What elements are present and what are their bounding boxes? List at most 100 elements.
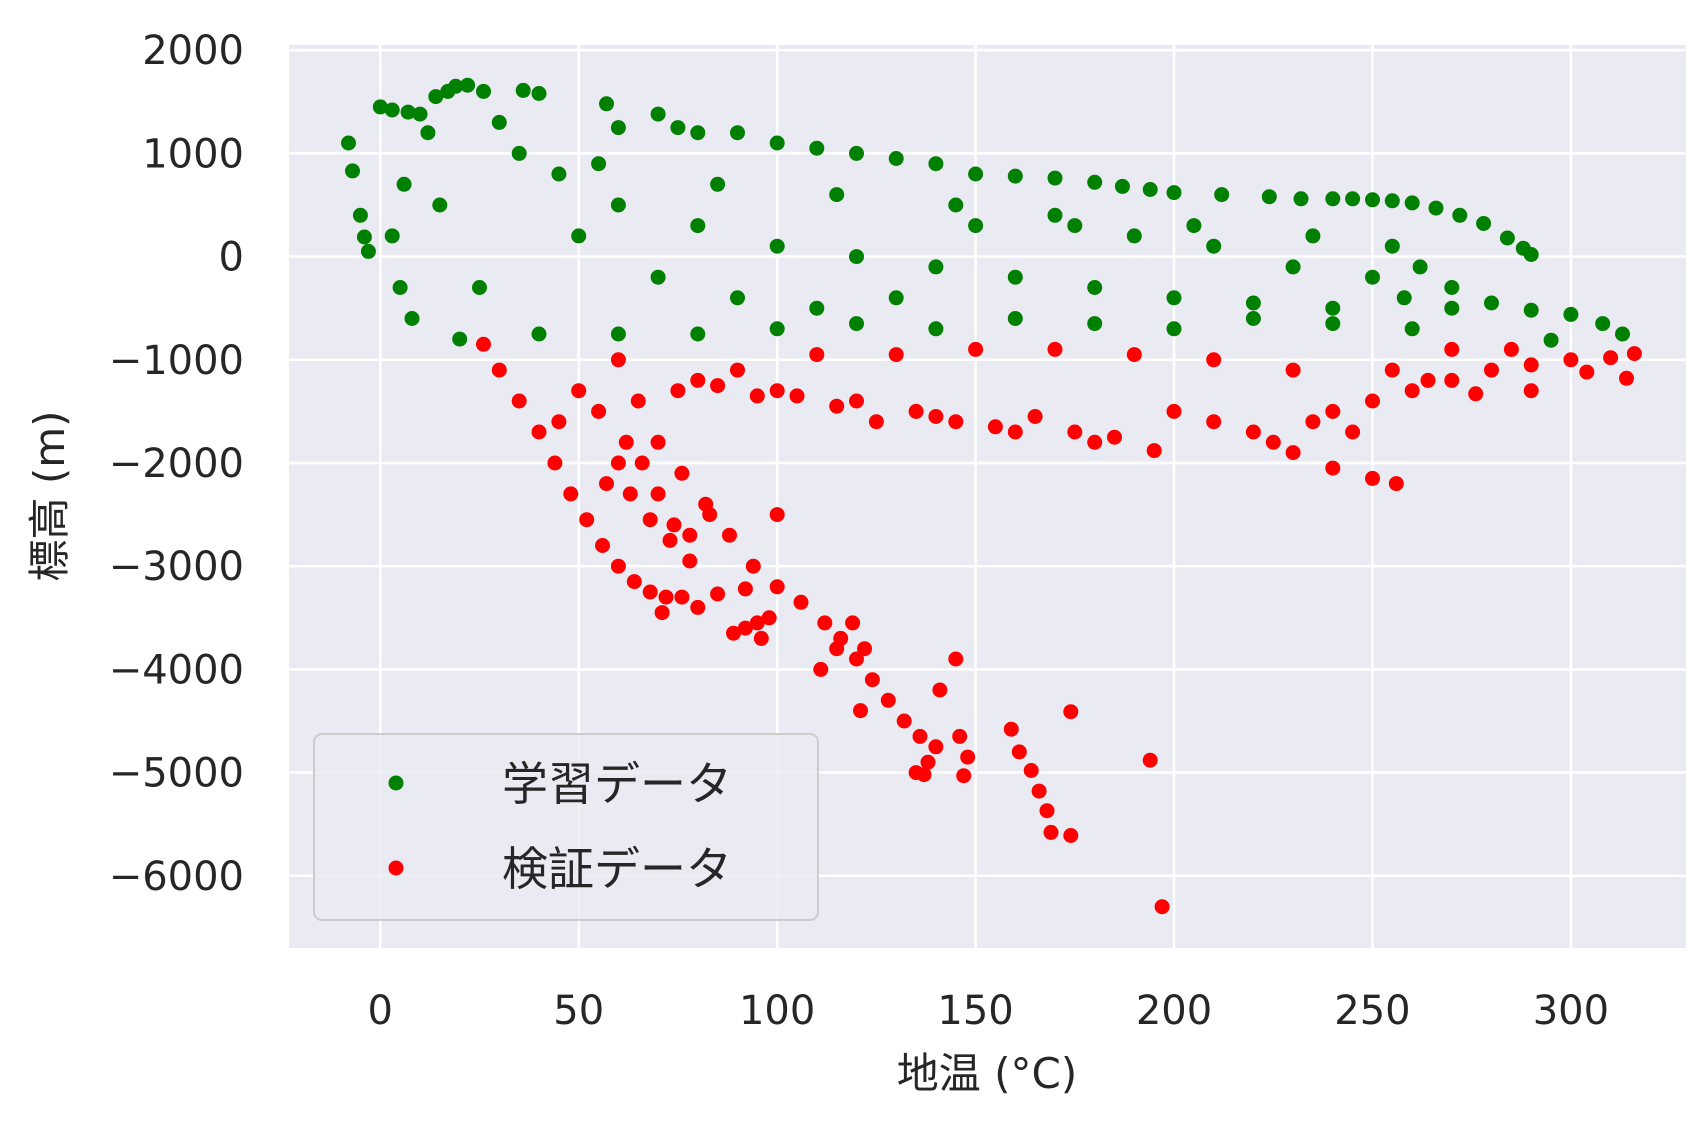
scatter-point (650, 486, 666, 502)
scatter-point (956, 768, 972, 784)
scatter-point (932, 682, 948, 698)
scatter-point (404, 311, 420, 326)
scatter-point (476, 83, 491, 99)
scatter-point (670, 383, 686, 399)
scatter-point (1404, 195, 1420, 211)
scatter-point (1404, 383, 1420, 399)
scatter-point (1154, 899, 1170, 915)
scatter-point (849, 393, 864, 409)
scatter-point (916, 767, 932, 783)
scatter-point (737, 620, 753, 636)
scatter-point (384, 228, 400, 244)
scatter-point (610, 455, 626, 471)
scatter-point (968, 341, 984, 357)
scatter-point (1384, 362, 1400, 378)
scatter-point (1523, 383, 1539, 399)
scatter-point (1214, 187, 1230, 203)
scatter-point (769, 579, 785, 595)
scatter-point (1444, 341, 1460, 357)
scatter-point (845, 615, 861, 631)
scatter-point (1325, 316, 1341, 332)
scatter-point (642, 512, 658, 528)
scatter-point (710, 176, 726, 192)
scatter-point (428, 89, 444, 105)
scatter-point (1476, 216, 1492, 231)
scatter-point (1345, 424, 1361, 440)
scatter-point (610, 352, 626, 368)
scatter-point (1523, 302, 1539, 318)
scatter-point (654, 605, 670, 621)
scatter-point (690, 218, 706, 234)
scatter-point (591, 403, 607, 419)
scatter-point (662, 532, 678, 548)
scatter-point (1543, 332, 1559, 348)
scatter-point (1245, 295, 1261, 311)
scatter-point (1420, 372, 1436, 388)
scatter-point (1107, 429, 1122, 445)
scatter-point (1087, 316, 1103, 332)
scatter-point (928, 259, 944, 275)
scatter-point (690, 372, 706, 388)
scatter-point (749, 388, 765, 404)
scatter-point (769, 238, 785, 254)
scatter-point (829, 641, 845, 657)
scatter-point (1063, 704, 1079, 720)
scatter-point (690, 125, 706, 141)
scatter-point (1305, 414, 1321, 430)
scatter-point (1412, 259, 1428, 275)
scatter-point (1245, 424, 1261, 440)
scatter-point (987, 419, 1003, 435)
scatter-point (432, 197, 448, 213)
y-tick-label: −1000 (109, 338, 244, 384)
scatter-point (551, 414, 567, 430)
scatter-point (920, 754, 936, 770)
scatter-point (511, 393, 527, 409)
scatter-point (372, 99, 388, 115)
scatter-point (400, 104, 416, 120)
scatter-point (928, 156, 944, 172)
scatter-point (1027, 409, 1043, 424)
scatter-point (789, 388, 805, 404)
scatter-point (1563, 352, 1579, 368)
scatter-point (1043, 824, 1059, 840)
scatter-point (591, 156, 607, 172)
scatter-point (1365, 269, 1380, 285)
scatter-point (868, 414, 884, 430)
scatter-point (730, 362, 745, 378)
scatter-point (1595, 316, 1611, 332)
scatter-point (1126, 228, 1142, 244)
scatter-point (1063, 828, 1079, 843)
scatter-point (817, 615, 833, 631)
scatter-point (912, 728, 928, 744)
scatter-point (531, 326, 547, 342)
scatter-point (1619, 370, 1634, 386)
y-tick-label: −2000 (109, 441, 244, 487)
scatter-point (857, 641, 872, 657)
scatter-point (849, 651, 864, 667)
scatter-point (880, 692, 896, 708)
scatter-point (1047, 341, 1063, 357)
scatter-point (745, 558, 761, 574)
scatter-point (622, 486, 638, 502)
y-tick-labels: 2000 1000 0 −1000 −2000 −3000 −4000 −5000 −6000 (109, 28, 244, 900)
scatter-point (769, 135, 785, 151)
scatter-point (1166, 321, 1182, 337)
scatter-point (702, 507, 718, 523)
scatter-point (515, 82, 531, 98)
scatter-point (682, 527, 698, 543)
scatter-point (360, 243, 376, 259)
scatter-point (491, 362, 507, 378)
scatter-point (1404, 321, 1420, 337)
scatter-point (888, 347, 904, 363)
scatter-point (1384, 193, 1400, 209)
scatter-point (1285, 259, 1301, 275)
scatter-point (571, 383, 587, 399)
scatter-point (960, 749, 976, 765)
scatter-point (1166, 290, 1182, 306)
scatter-point (1265, 434, 1281, 450)
y-tick-label: 1000 (142, 131, 244, 177)
scatter-point (948, 197, 964, 213)
scatter-point (829, 187, 845, 203)
scatter-point (571, 228, 587, 244)
scatter-point (356, 229, 372, 245)
